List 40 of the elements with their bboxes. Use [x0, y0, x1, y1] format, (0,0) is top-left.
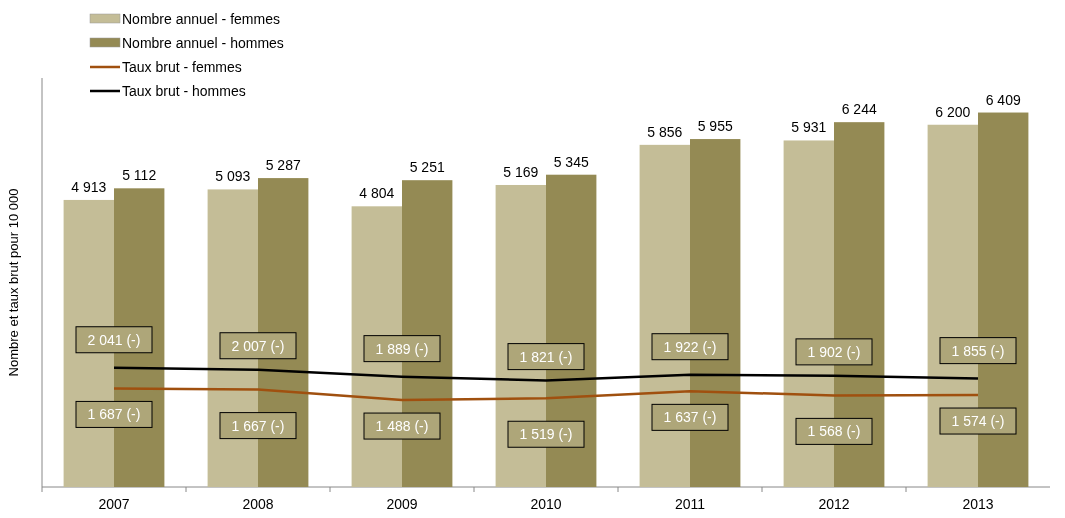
data-label: 1 902 (-) [807, 343, 861, 360]
x-tick-label: 2012 [818, 496, 850, 512]
data-label: 1 889 (-) [375, 340, 429, 357]
data-label: 1 637 (-) [663, 409, 717, 426]
data-label: 5 345 [553, 153, 589, 170]
data-label: 4 804 [359, 185, 395, 202]
data-label: 1 922 (-) [663, 338, 717, 355]
x-tick-label: 2010 [530, 496, 562, 512]
data-label: 5 856 [647, 123, 683, 140]
data-label: 5 287 [265, 157, 301, 174]
y-axis-title: Nombre et taux brut pour 10 000 [6, 188, 21, 377]
data-label: 2 041 (-) [87, 331, 141, 348]
data-label: 4 913 [71, 178, 107, 195]
data-label: 6 244 [841, 101, 877, 118]
data-label: 6 409 [985, 91, 1021, 108]
x-tick-label: 2013 [962, 496, 994, 512]
x-tick-label: 2011 [674, 496, 706, 512]
legend-label: Taux brut - femmes [122, 59, 242, 75]
legend-label: Nombre annuel - hommes [122, 35, 284, 51]
data-label: 1 574 (-) [951, 413, 1005, 430]
x-tick-label: 2007 [98, 496, 130, 512]
legend-label: Taux brut - hommes [122, 83, 246, 99]
data-label: 1 855 (-) [951, 342, 1005, 359]
x-tick-label: 2008 [242, 496, 274, 512]
data-label: 1 687 (-) [87, 406, 141, 423]
data-label: 1 519 (-) [519, 426, 573, 443]
data-label: 1 821 (-) [519, 348, 573, 365]
data-label: 5 251 [409, 159, 445, 176]
data-label: 6 200 [935, 103, 971, 120]
data-label: 1 488 (-) [375, 418, 429, 435]
data-label: 2 007 (-) [231, 337, 285, 354]
data-label: 5 169 [503, 163, 539, 180]
data-label: 5 931 [791, 119, 827, 136]
x-tick-label: 2009 [386, 496, 418, 512]
data-label: 5 112 [122, 167, 157, 184]
data-label: 1 667 (-) [231, 417, 285, 434]
data-label: 5 955 [697, 118, 733, 135]
data-label: 1 568 (-) [807, 423, 861, 440]
legend-label: Nombre annuel - femmes [122, 11, 280, 27]
data-label: 5 093 [215, 168, 251, 185]
